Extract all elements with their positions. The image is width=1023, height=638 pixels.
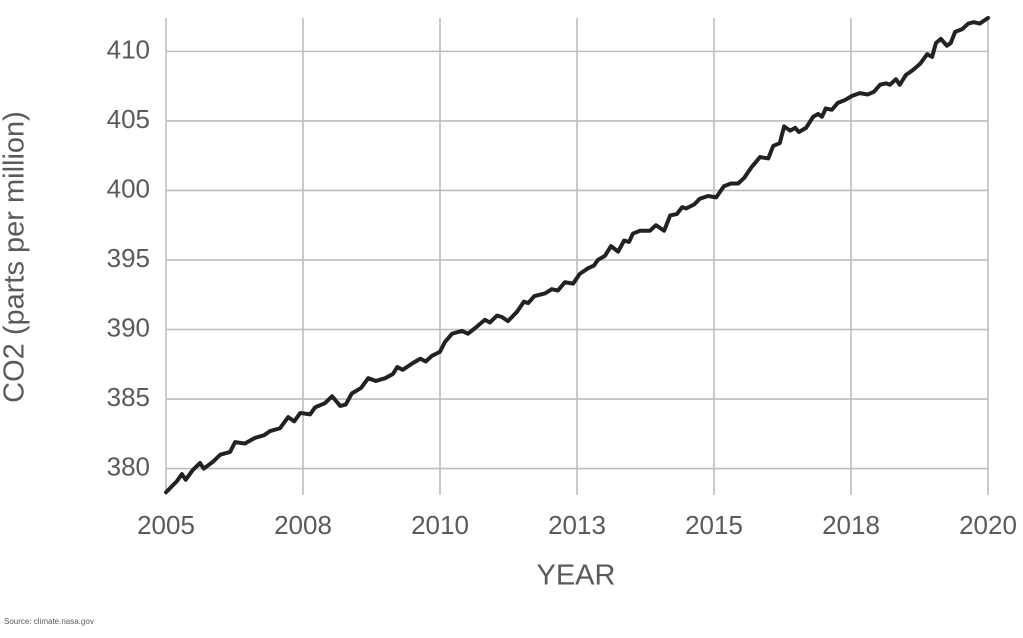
y-tick-label: 395 (107, 243, 150, 273)
co2-line (164, 16, 990, 495)
x-tick-label: 2010 (411, 510, 469, 540)
y-tick-label: 390 (107, 312, 150, 342)
x-tick-label: 2005 (137, 510, 195, 540)
x-tick-label: 2013 (548, 510, 606, 540)
y-tick-label: 380 (107, 451, 150, 481)
y-tick-label: 410 (107, 34, 150, 64)
x-tick-label: 2020 (959, 510, 1017, 540)
y-tick-label: 400 (107, 173, 150, 203)
source-note: Source: climate.nasa.gov (4, 617, 94, 626)
y-tick-label: 385 (107, 382, 150, 412)
y-axis-label: CO2 (parts per million) (0, 111, 31, 403)
x-tick-label: 2015 (685, 510, 743, 540)
x-tick-label: 2008 (274, 510, 332, 540)
x-axis-label: YEAR (537, 560, 616, 592)
y-tick-label: 405 (107, 104, 150, 134)
x-tick-label: 2018 (822, 510, 880, 540)
